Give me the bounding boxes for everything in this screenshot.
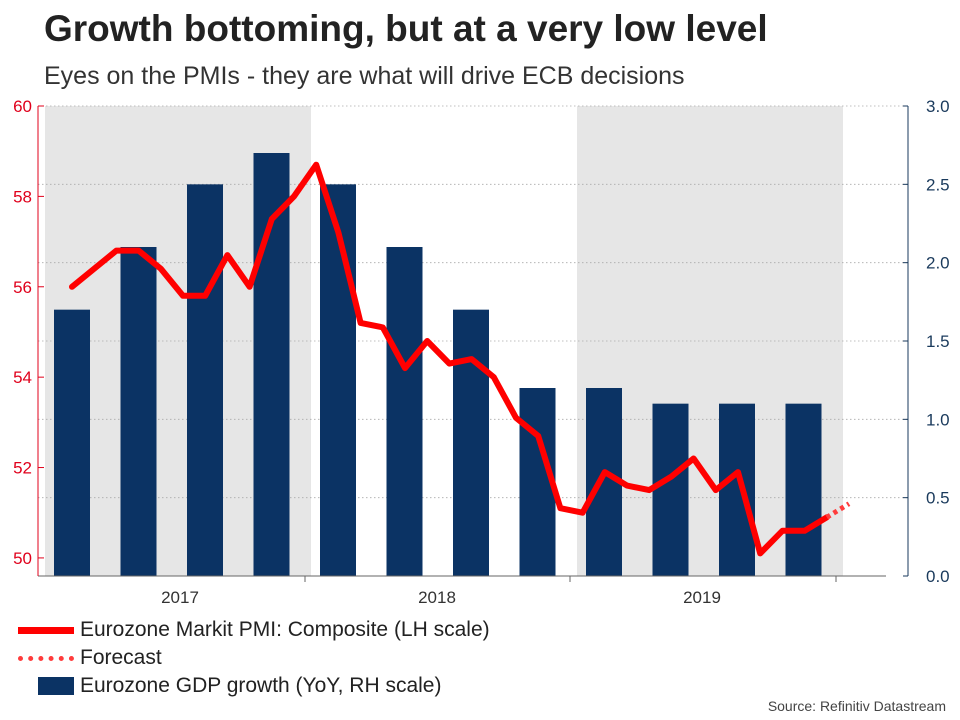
- gdp-bar: [120, 247, 157, 576]
- right-tick-label: 2.5: [926, 175, 950, 194]
- legend-item-forecast: Forecast: [18, 644, 490, 672]
- gdp-bar: [386, 247, 423, 576]
- right-tick-label: 0.5: [926, 489, 950, 508]
- combo-chart: 2017 2018 2019 50 52 54 56 58 60 0.0 0.5 1.0 1.5 2.0 2…: [13, 97, 950, 607]
- chart-subtitle: Eyes on the PMIs - they are what will dr…: [44, 62, 685, 90]
- left-tick-label: 52: [13, 459, 32, 478]
- gdp-bar: [187, 184, 223, 577]
- left-tick-label: 60: [13, 97, 32, 116]
- left-tick-label: 58: [13, 187, 32, 206]
- gdp-bar: [785, 403, 822, 576]
- legend-item-gdp: Eurozone GDP growth (YoY, RH scale): [18, 672, 490, 700]
- legend-swatch-gdp: [38, 677, 74, 695]
- legend-label-forecast: Forecast: [80, 646, 162, 669]
- legend-label-gdp: Eurozone GDP growth (YoY, RH scale): [80, 674, 442, 697]
- legend-item-pmi: Eurozone Markit PMI: Composite (LH scale…: [18, 616, 490, 644]
- x-tick-label: 2018: [418, 588, 456, 607]
- gdp-bar: [453, 309, 489, 576]
- gdp-bar: [320, 184, 356, 577]
- left-tick-label: 56: [13, 278, 32, 297]
- legend-swatch-pmi: [18, 626, 74, 634]
- chart-title: Growth bottoming, but at a very low leve…: [44, 8, 768, 49]
- right-tick-label: 1.0: [926, 410, 950, 429]
- left-tick-label: 50: [13, 549, 32, 568]
- source-note: Source: Refinitiv Datastream: [767, 698, 946, 714]
- gdp-bar: [719, 403, 755, 576]
- right-tick-label: 2.0: [926, 254, 950, 273]
- right-tick-label: 3.0: [926, 97, 950, 116]
- legend-label-pmi: Eurozone Markit PMI: Composite (LH scale…: [80, 618, 490, 641]
- right-tick-label: 0.0: [926, 567, 950, 586]
- right-tick-label: 1.5: [926, 332, 950, 351]
- gdp-bar: [54, 309, 90, 576]
- pmi-line: [69, 161, 830, 557]
- x-tick-label: 2017: [161, 588, 199, 607]
- left-tick-label: 54: [13, 368, 32, 387]
- legend-swatch-forecast: [18, 655, 74, 661]
- legend: Eurozone Markit PMI: Composite (LH scale…: [18, 616, 490, 700]
- gdp-bar: [652, 403, 689, 576]
- x-tick-label: 2019: [683, 588, 721, 607]
